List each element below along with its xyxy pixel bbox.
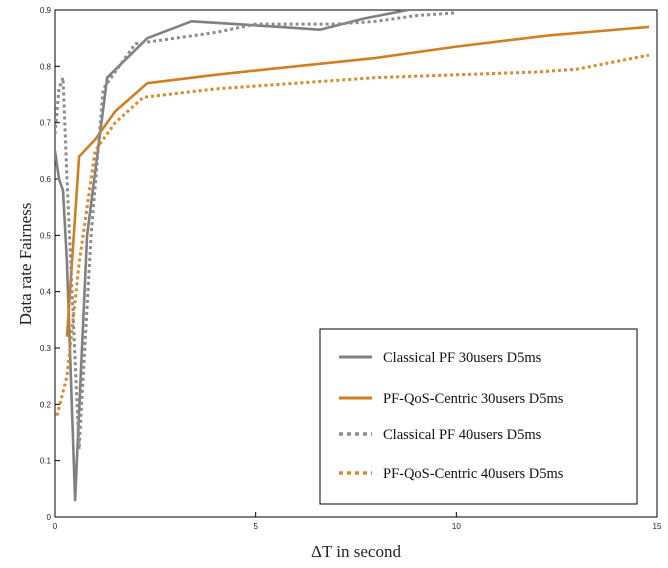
series-layer [55,10,650,502]
series-line-1 [55,10,409,502]
legend-box [319,328,638,505]
x-axis-title: ΔT in second [311,542,401,561]
series-line-4 [55,53,650,416]
series-line-3 [55,11,457,451]
x-tick-label: 0 [53,522,58,531]
y-tick-label: 0.7 [40,119,52,128]
y-axis-title: Data rate Fairness [16,203,35,326]
legend: Classical PF 30users D5ms PF-QoS-Centric … [319,328,638,505]
x-tick-label: 10 [452,522,461,531]
y-tick-label: 0.3 [40,344,52,353]
x-axis-ticks: 0 5 10 15 [53,512,662,531]
y-axis-ticks: 0 0.1 0.2 0.3 0.4 0.5 0.6 0.7 0.8 0.9 [40,6,60,522]
legend-label-2: PF-QoS-Centric 30users D5ms [383,391,564,407]
y-tick-label: 0 [47,513,52,522]
legend-label-1: Classical PF 30users D5ms [383,350,542,366]
legend-label-4: PF-QoS-Centric 40users D5ms [383,466,564,482]
y-tick-label: 0.8 [40,62,52,71]
y-tick-label: 0.5 [40,231,52,240]
legend-label-3: Classical PF 40users D5ms [383,427,542,443]
series-line-2 [65,25,650,337]
y-tick-label: 0.1 [40,457,52,466]
y-tick-label: 0.9 [40,6,52,15]
y-tick-label: 0.4 [40,288,52,297]
x-tick-label: 5 [253,522,258,531]
x-tick-label: 15 [653,522,662,531]
y-tick-label: 0.6 [40,175,52,184]
y-tick-label: 0.2 [40,400,52,409]
